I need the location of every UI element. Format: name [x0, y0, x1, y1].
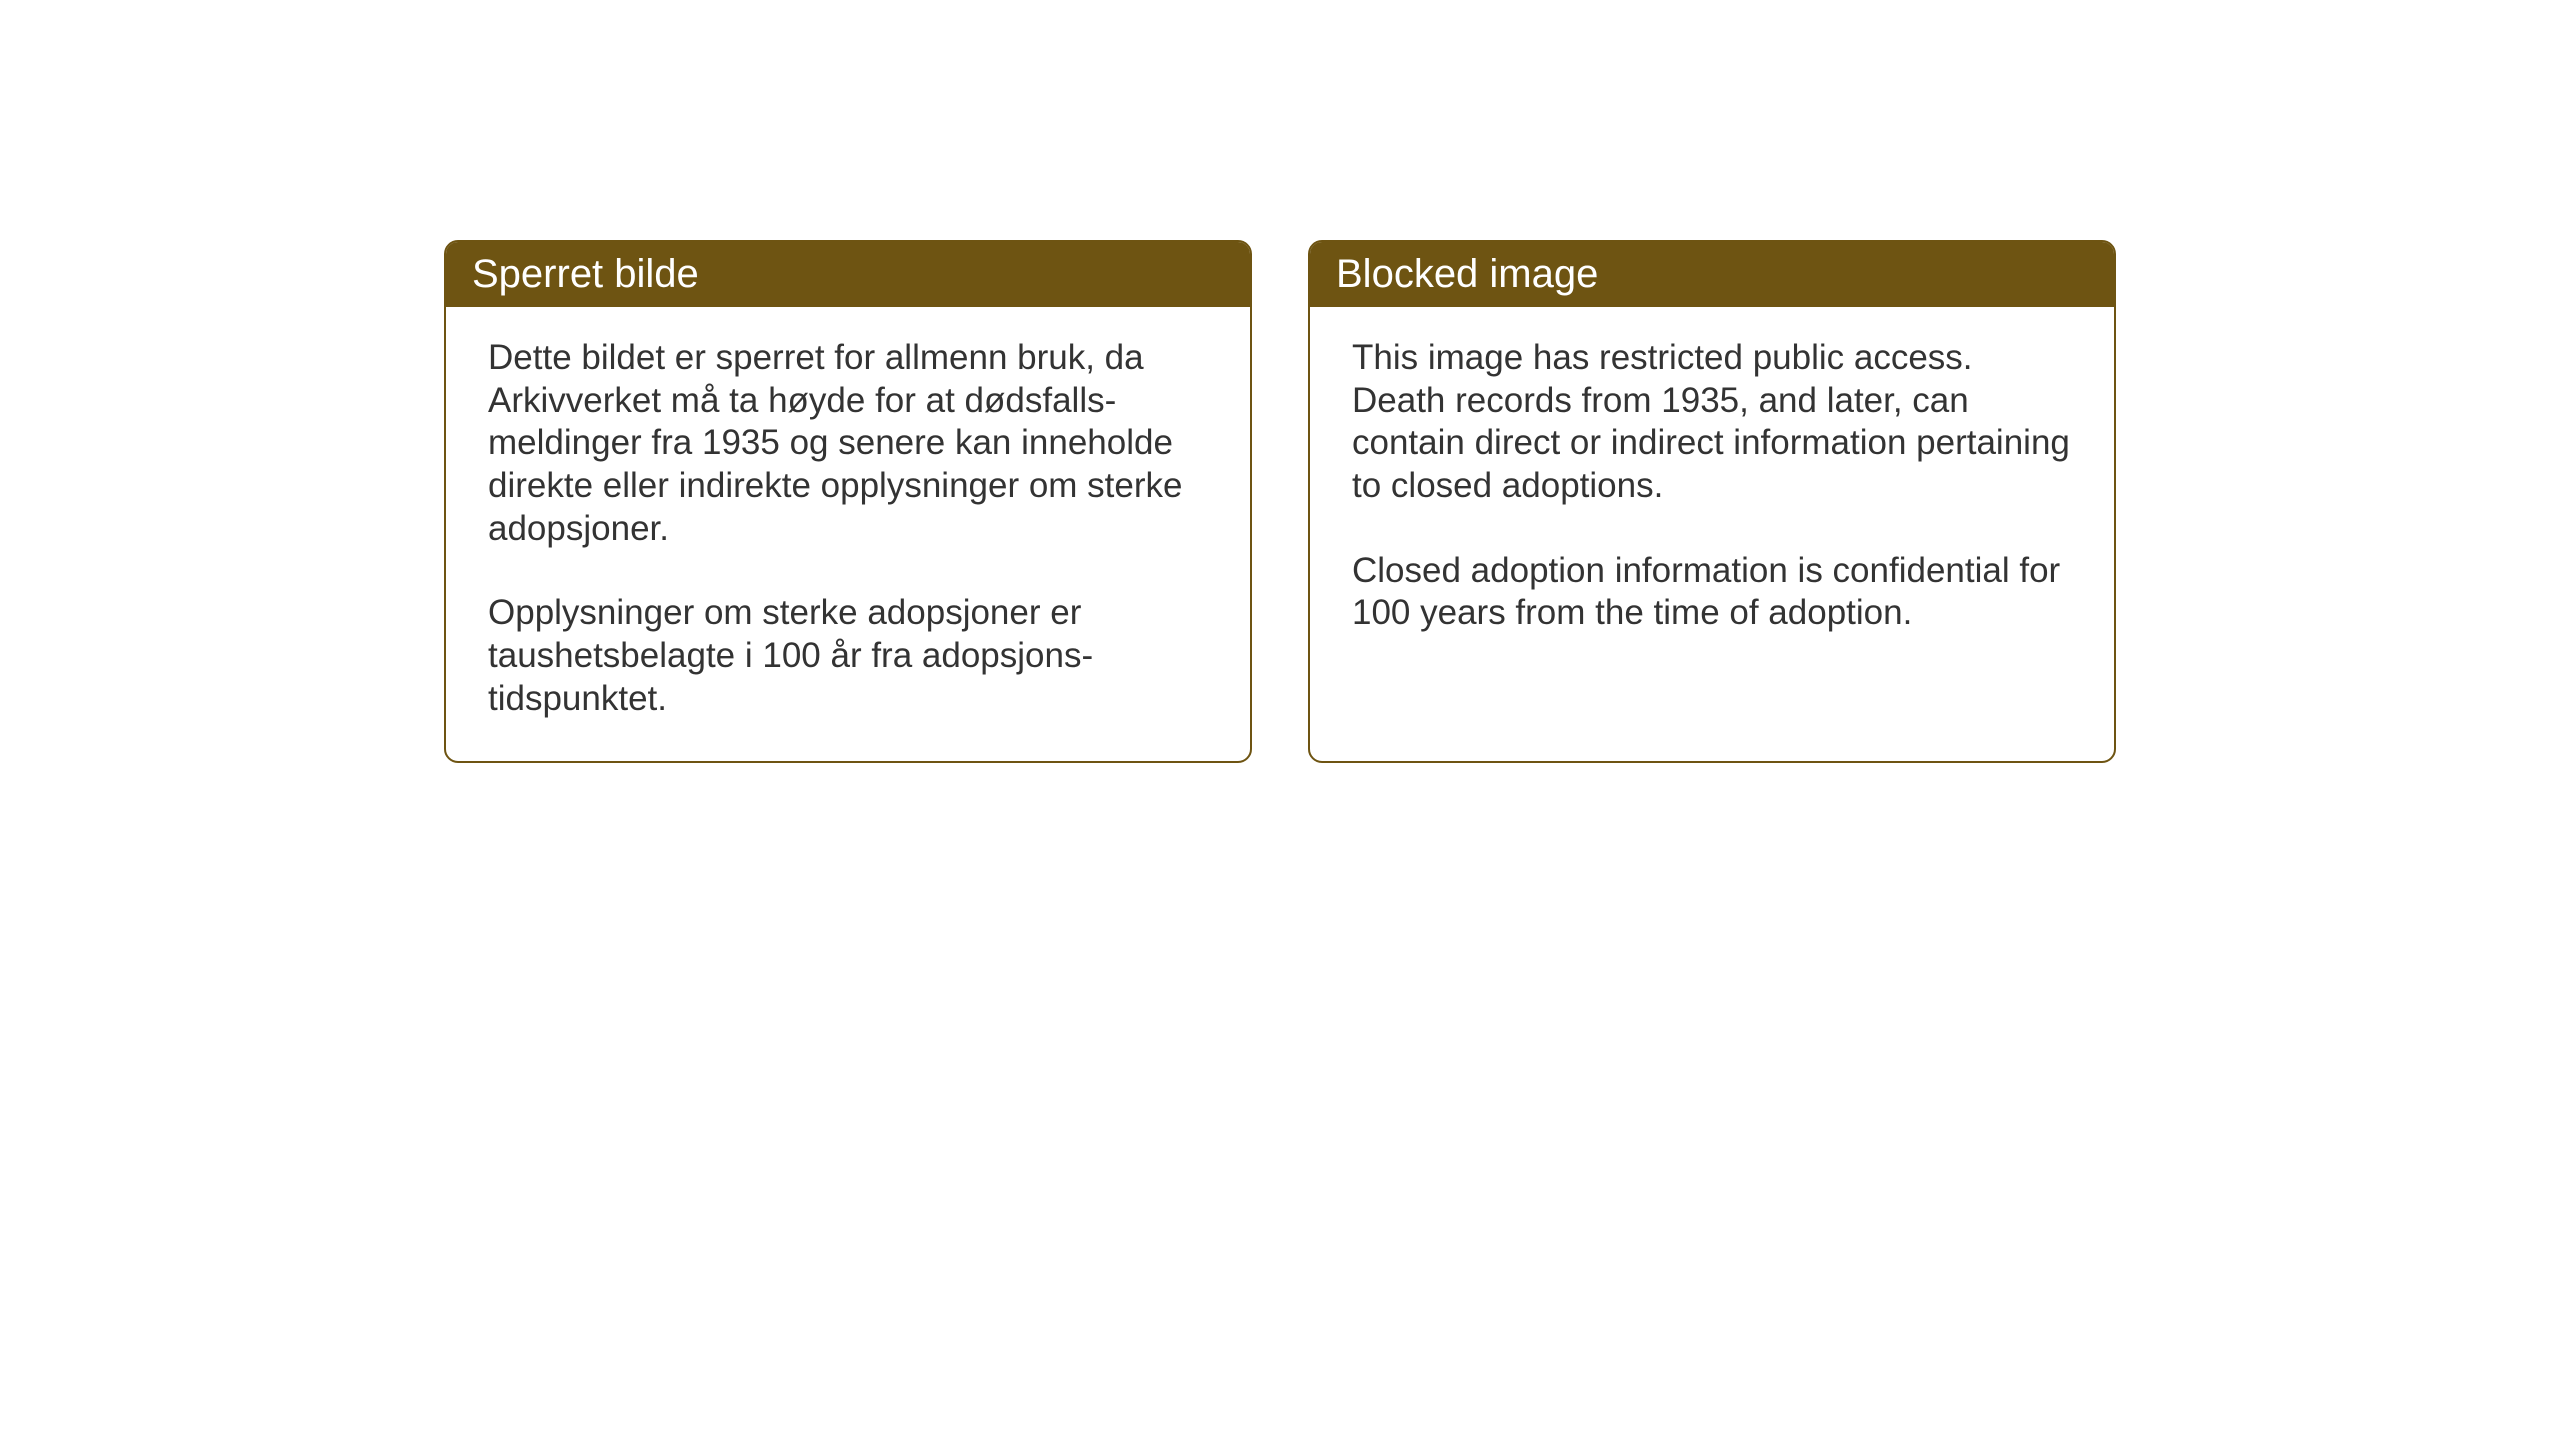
card-paragraph: This image has restricted public access.… [1352, 337, 2072, 508]
card-title: Sperret bilde [472, 252, 699, 296]
card-body-english: This image has restricted public access.… [1310, 307, 2114, 675]
card-title: Blocked image [1336, 252, 1598, 296]
card-header-norwegian: Sperret bilde [446, 242, 1250, 307]
card-header-english: Blocked image [1310, 242, 2114, 307]
card-paragraph: Dette bildet er sperret for allmenn bruk… [488, 337, 1208, 550]
info-card-english: Blocked image This image has restricted … [1308, 240, 2116, 763]
card-body-norwegian: Dette bildet er sperret for allmenn bruk… [446, 307, 1250, 761]
card-paragraph: Closed adoption information is confident… [1352, 550, 2072, 635]
cards-container: Sperret bilde Dette bildet er sperret fo… [444, 240, 2116, 763]
card-paragraph: Opplysninger om sterke adopsjoner er tau… [488, 592, 1208, 720]
info-card-norwegian: Sperret bilde Dette bildet er sperret fo… [444, 240, 1252, 763]
